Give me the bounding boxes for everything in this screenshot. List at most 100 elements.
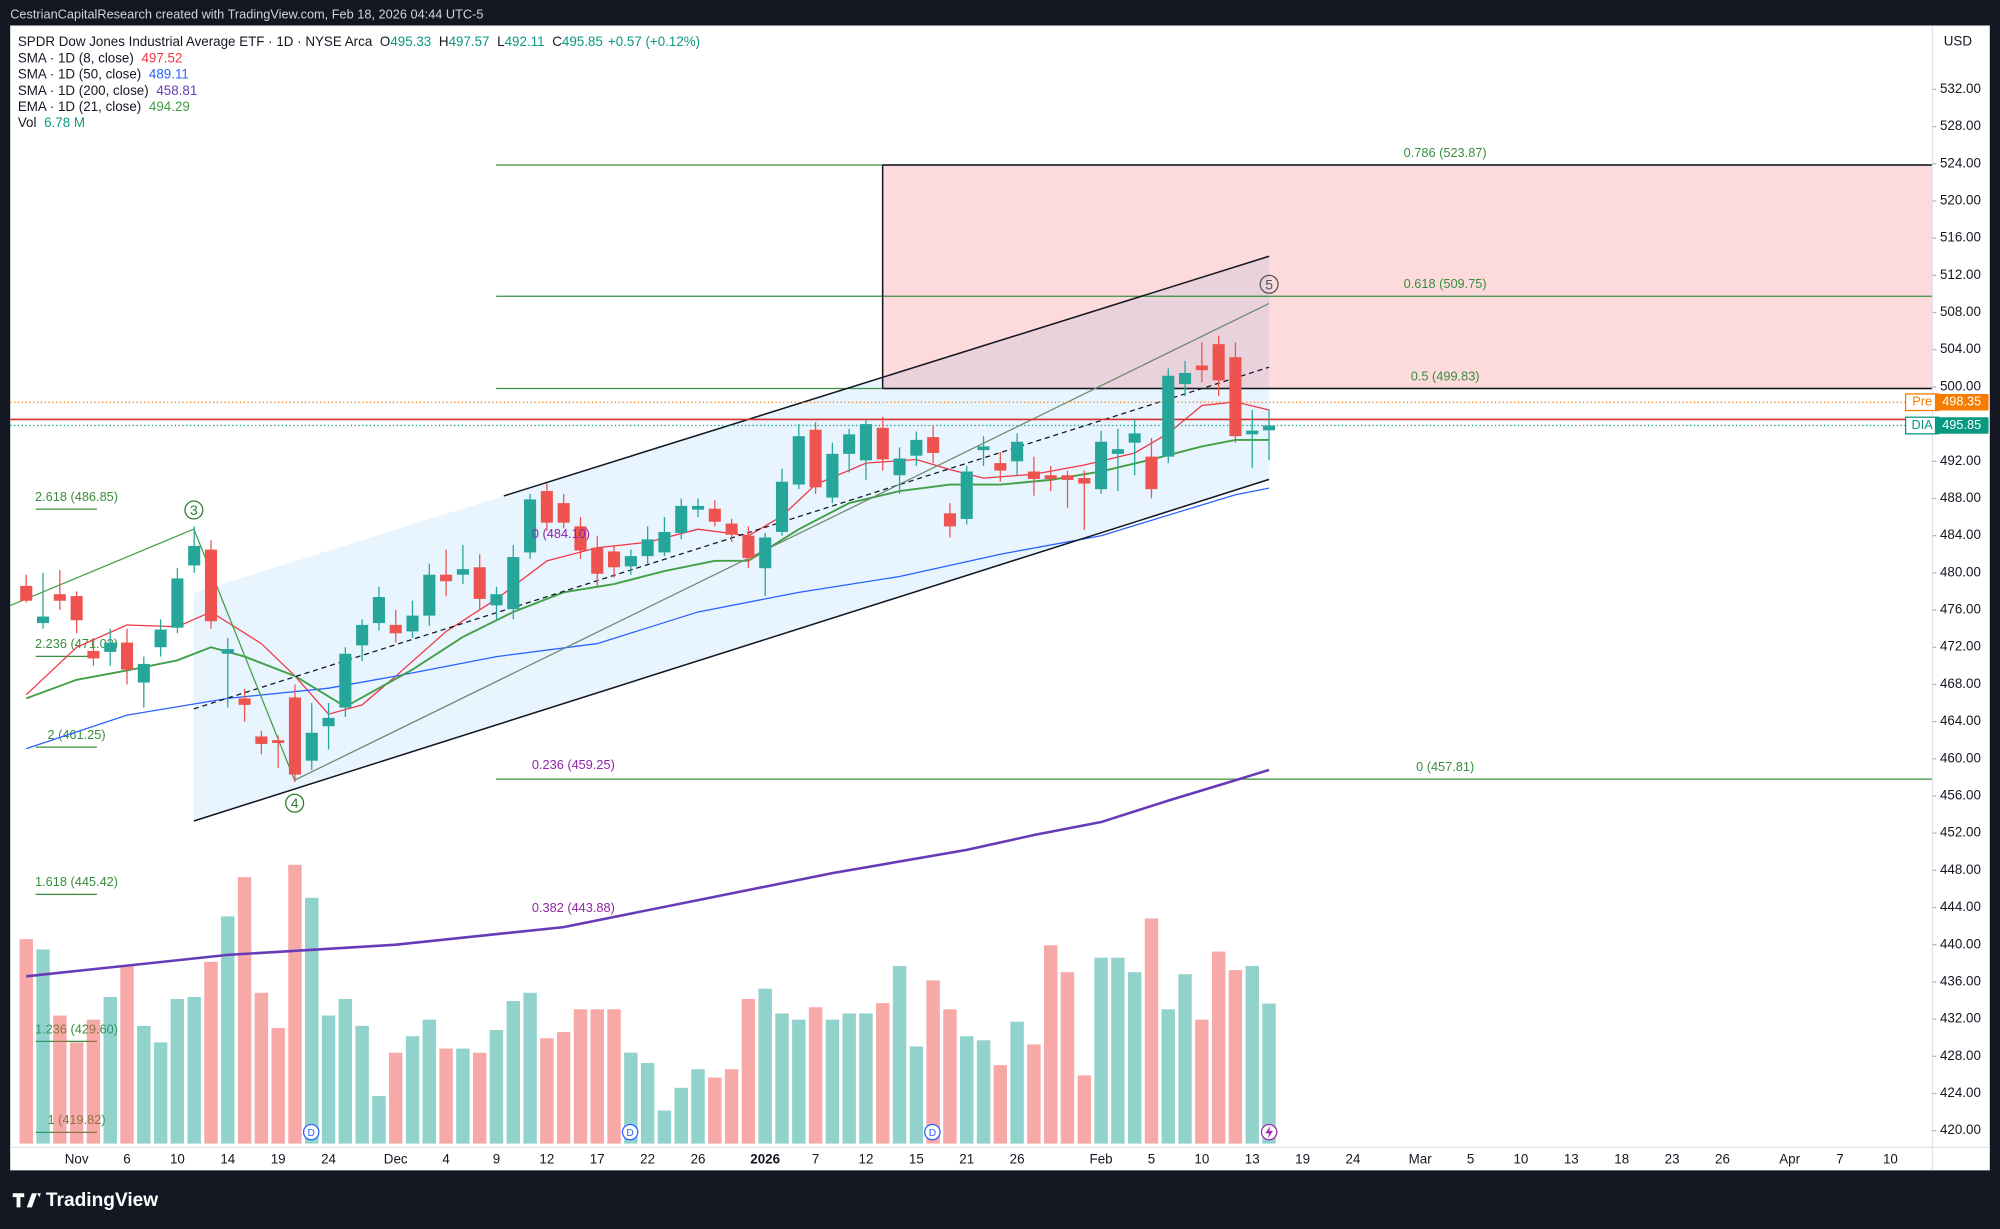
wave-circle: [285, 793, 305, 813]
fib-label: 0.382 (443.88): [532, 900, 615, 915]
candle-body: [708, 508, 721, 522]
volume-bar: [1027, 1044, 1041, 1144]
y-tick-label: 500.00: [1940, 378, 1981, 393]
price-tag-label: DIA: [1912, 417, 1934, 432]
candle-body: [1111, 449, 1124, 454]
candle-body: [994, 463, 1007, 471]
candle-body: [137, 663, 150, 683]
legend-value: 494.29: [149, 98, 190, 113]
volume-bar: [204, 961, 218, 1144]
logo-icon: [12, 1193, 41, 1208]
candle-body: [1212, 344, 1225, 381]
volume-bar: [305, 897, 319, 1144]
fib-label: 2.618 (486.85): [35, 489, 118, 504]
volume-bar: [1010, 1021, 1024, 1144]
candle-body: [372, 597, 385, 624]
candle-body: [1011, 441, 1024, 462]
x-tick-label: 7: [812, 1152, 819, 1167]
volume-bar: [489, 1029, 504, 1144]
volume-bar: [372, 1096, 386, 1144]
candle-body: [204, 549, 218, 622]
x-tick-label: 26: [691, 1152, 706, 1167]
dividend-marker[interactable]: [302, 1123, 320, 1141]
candle-body: [255, 736, 268, 744]
candle-body: [876, 427, 889, 460]
volume-bar: [909, 1046, 924, 1144]
legend-value: 497.52: [141, 50, 182, 65]
lightning-icon: [1265, 1125, 1273, 1139]
volume-bar: [926, 980, 940, 1144]
price-tag-box: [1934, 417, 1989, 434]
moving-average: [26, 487, 1270, 750]
target-zone: [882, 164, 1933, 389]
candle-body: [456, 569, 469, 575]
y-tick-label: 464.00: [1940, 713, 1981, 728]
price-tag-label: Pre: [1912, 394, 1932, 409]
volume-bar: [943, 1009, 957, 1144]
volume-bar: [1262, 1003, 1276, 1144]
x-tick-label: 9: [493, 1152, 500, 1167]
candle-body: [120, 642, 134, 670]
volume-bar: [506, 1001, 521, 1144]
volume-bar: [237, 877, 252, 1144]
candle-body: [742, 535, 755, 558]
dividend-marker[interactable]: [924, 1123, 941, 1141]
fib-label: 2 (461.25): [47, 727, 105, 742]
annotation-layer: 3 4 5 D D D 0 (484.10) 0.236 (459.25) 0.38…: [184, 274, 1279, 1141]
volume-bar: [103, 996, 117, 1144]
volume-bar: [825, 1019, 840, 1144]
candle-body: [322, 717, 335, 727]
x-tick-label: Apr: [1779, 1152, 1800, 1167]
volume-bar: [86, 1019, 101, 1144]
candle-body: [927, 437, 940, 453]
candle-body: [423, 574, 436, 616]
candle-body: [1044, 475, 1057, 479]
x-tick-label: 24: [1346, 1152, 1361, 1167]
volume-bar: [271, 1027, 285, 1144]
volume-bar: [1161, 1009, 1175, 1144]
volume-bar: [1077, 1075, 1092, 1144]
y-tick-label: 532.00: [1940, 81, 1981, 96]
candle-layer: [20, 335, 1276, 783]
legend-name: SMA · 1D (200, close): [18, 82, 149, 97]
candle-body: [624, 556, 637, 567]
volume-bar: [1195, 1019, 1209, 1144]
y-tick-label: 436.00: [1940, 973, 1981, 988]
logo-text: TradingView: [46, 1190, 158, 1211]
volume-bar: [741, 999, 756, 1144]
x-tick-label: 12: [859, 1152, 874, 1167]
candle-body: [440, 574, 453, 582]
volume-layer: [19, 864, 1276, 1144]
candle-body: [1229, 357, 1242, 437]
legend-entry: Vol 6.78 M: [18, 114, 85, 129]
legend-name: Vol: [18, 114, 37, 129]
ohlc-key: O: [380, 34, 390, 49]
volume-bar: [187, 996, 201, 1144]
dividend-label: D: [626, 1128, 633, 1139]
volume-bar: [993, 1065, 1008, 1144]
y-tick-label: 440.00: [1940, 936, 1981, 951]
volume-bar: [573, 1009, 588, 1144]
ohlc-value: 495.33: [390, 34, 431, 49]
price-tag-value: 495.85: [1942, 417, 1981, 432]
candle-body: [37, 616, 50, 624]
candle-body: [288, 697, 302, 775]
y-tick-label: 452.00: [1940, 825, 1981, 840]
y-tick-label: 484.00: [1940, 527, 1981, 542]
volume-bar: [338, 999, 353, 1144]
candle-body: [238, 698, 251, 705]
dividend-label: D: [929, 1128, 936, 1139]
dividend-marker[interactable]: [621, 1123, 639, 1141]
volume-bar: [976, 1040, 991, 1144]
candle-body: [70, 596, 83, 621]
volume-bar: [640, 1063, 655, 1144]
x-tick-label: 26: [1715, 1152, 1730, 1167]
candle-body: [725, 523, 738, 535]
volume-bar: [1127, 972, 1142, 1144]
axes: 420.00 424.00 428.00 432.00 436.00 440.00 444.…: [65, 81, 1989, 1167]
volume-bar: [758, 988, 772, 1144]
y-tick-label: 460.00: [1940, 750, 1981, 765]
volume-bar: [221, 916, 235, 1144]
candle-body: [490, 594, 503, 606]
candle-body: [507, 557, 520, 610]
